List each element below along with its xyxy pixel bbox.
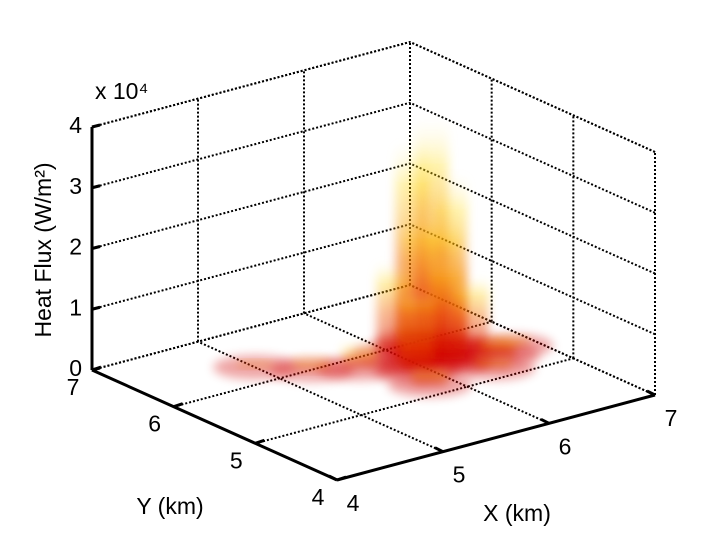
z-tick <box>91 123 101 129</box>
x-tick-label: 6 <box>559 433 572 459</box>
box-edge <box>91 41 411 128</box>
grid-line <box>303 312 550 425</box>
x-tick-label: 4 <box>347 490 360 516</box>
x-tick-label: 5 <box>453 462 466 488</box>
box-edge <box>409 41 656 153</box>
plume-column <box>294 357 329 370</box>
z-tick-label: 3 <box>69 173 82 199</box>
y-tick-label: 4 <box>312 484 325 510</box>
y-tick <box>254 438 265 445</box>
y-tick-label: 5 <box>230 447 243 473</box>
x-tick <box>646 389 656 397</box>
grid-line <box>91 284 411 371</box>
plume-column <box>494 336 529 346</box>
grid-line <box>91 101 411 189</box>
z-tick-label: 2 <box>69 234 82 260</box>
grid-line <box>255 357 574 445</box>
y-tick <box>336 475 347 482</box>
plume-column <box>342 344 377 369</box>
y-tick-label: 6 <box>148 411 161 437</box>
grid-line <box>91 223 411 311</box>
z-tick-label: 4 <box>69 112 82 138</box>
plume-column <box>476 355 511 368</box>
z-tick <box>91 245 101 250</box>
grid-line <box>409 223 656 336</box>
x-axis <box>336 393 656 482</box>
z-tick <box>91 305 101 311</box>
grid-line <box>409 162 656 275</box>
y-tick <box>173 402 184 409</box>
x-tick-label: 7 <box>665 405 678 431</box>
x-tick <box>540 417 550 425</box>
plume-column <box>400 292 435 342</box>
z-tick <box>91 366 101 372</box>
x-axis-label: X (km) <box>483 500 551 526</box>
z-tick <box>91 184 101 190</box>
grid-line <box>409 101 656 214</box>
grid-line <box>197 340 444 453</box>
z-tick-label: 1 <box>69 294 82 320</box>
z-axis-label: Heat Flux (W/m²) <box>30 162 56 337</box>
grid-line <box>409 284 656 396</box>
z-scale-label: x 10⁴ <box>95 78 148 104</box>
y-axis-label: Y (km) <box>136 493 203 519</box>
plume-column <box>238 361 273 368</box>
y-tick-label: 7 <box>67 374 80 400</box>
x-tick <box>434 446 444 454</box>
plume-column <box>412 366 447 385</box>
x-tick <box>328 474 338 482</box>
z-tick-label: 0 <box>69 355 82 381</box>
grid-line <box>91 162 411 250</box>
y-axis <box>91 368 338 482</box>
